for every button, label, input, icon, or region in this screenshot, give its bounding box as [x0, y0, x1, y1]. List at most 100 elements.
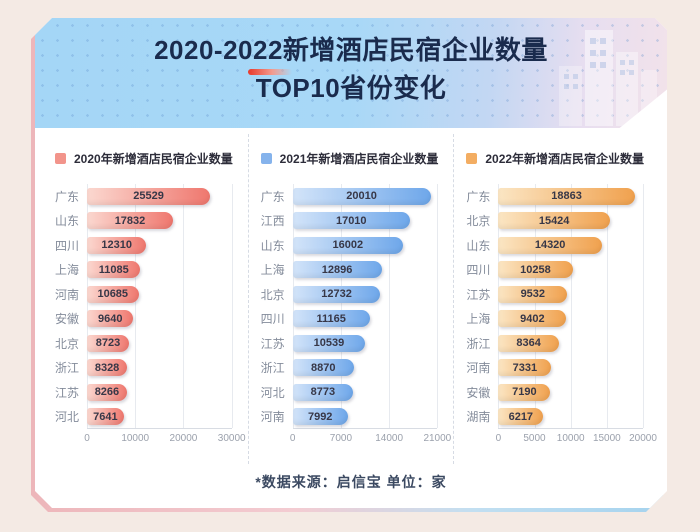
bar-value-label: 7992 [307, 410, 333, 423]
title-red-accent [248, 69, 292, 75]
grid-layer [292, 184, 439, 429]
bar-value-label: 10258 [520, 263, 551, 276]
gridline [606, 184, 608, 428]
bar-value-label: 15424 [538, 214, 570, 227]
bar-track: 10539 [292, 334, 438, 352]
bar-value-label: 12896 [321, 263, 353, 276]
rows: 广东 20010 江西 17010 山东 16002 上海 12896 北京 12732 四川 111… [261, 184, 446, 429]
bar-track: 9532 [498, 285, 643, 303]
title-line-1: 2020-2022新增酒店民宿企业数量 [154, 35, 548, 65]
bar-value-label: 18863 [551, 190, 582, 203]
bar-value-label: 20010 [346, 190, 377, 203]
bar-value-label: 25529 [133, 190, 164, 203]
bar-row: 山东 17832 [55, 209, 240, 234]
category-label: 广东 [260, 189, 285, 204]
bar-row: 广东 18863 [466, 184, 651, 209]
bar-row: 北京 8723 [55, 331, 240, 356]
category-label: 北京 [466, 214, 491, 229]
category-label: 河南 [55, 287, 80, 302]
bar-row: 浙江 8328 [55, 356, 240, 381]
bar-track: 10258 [498, 261, 643, 279]
category-label: 北京 [260, 287, 285, 302]
city-skyline-icon [559, 30, 657, 126]
x-tick-label: 30000 [217, 433, 246, 444]
x-tick-label: 5000 [523, 433, 546, 444]
bar-value-label: 10539 [313, 337, 345, 350]
bar-track: 6217 [498, 408, 643, 426]
bar: 8773 [292, 383, 354, 401]
infographic-card: 2020-2022新增酒店民宿企业数量 TOP10省份变化 2020年新增酒店民… [35, 18, 667, 508]
category-label: 河北 [260, 385, 285, 400]
gridline [498, 184, 500, 428]
bar-track: 10685 [87, 285, 232, 303]
x-tick-label: 14000 [375, 433, 404, 444]
bar-row: 广东 25529 [55, 184, 240, 209]
title-line-2: TOP10省份变化 [255, 73, 447, 103]
bar-value-label: 12732 [321, 288, 352, 301]
bar-value-label: 8266 [94, 386, 120, 399]
x-tick-label: 20000 [629, 433, 657, 444]
header-banner: 2020-2022新增酒店民宿企业数量 TOP10省份变化 [35, 18, 667, 128]
category-label: 四川 [260, 312, 285, 327]
bar-value-label: 6217 [508, 410, 534, 423]
chart-panel-2022: 2022年新增酒店民宿企业数量 广东 18863 北京 15424 山东 14320 四川 1… [453, 134, 659, 464]
bar-track: 15424 [498, 212, 643, 230]
bar: 14320 [498, 236, 602, 254]
bar-row: 河北 7641 [55, 405, 240, 430]
bar-value-label: 9402 [520, 312, 545, 325]
x-tick-label: 10000 [556, 433, 585, 444]
bar: 8870 [292, 359, 354, 377]
bar-row: 上海 12896 [261, 258, 446, 283]
bar-track: 8870 [292, 359, 438, 377]
gridline [183, 184, 185, 428]
bar-track: 20010 [292, 187, 438, 205]
category-label: 浙江 [55, 361, 80, 376]
bar: 18863 [498, 187, 635, 205]
x-tick-label: 0 [289, 433, 296, 444]
legend-2020: 2020年新增酒店民宿企业数量 [55, 150, 240, 167]
bar: 8364 [498, 334, 559, 352]
chart-panel-2020: 2020年新增酒店民宿企业数量 广东 25529 山东 17832 四川 12310 上海 1… [43, 134, 248, 464]
category-label: 江苏 [466, 287, 491, 302]
bar: 15424 [498, 212, 610, 230]
bar-row: 北京 12732 [261, 282, 446, 307]
chart-panel-2021: 2021年新增酒店民宿企业数量 广东 20010 江西 17010 山东 16002 上海 1… [247, 134, 454, 464]
bar: 7641 [87, 408, 124, 426]
axis-ticks: 0 5000 10000 15000 20000 [495, 433, 657, 451]
legend-label: 2020年新增酒店民宿企业数量 [74, 152, 233, 166]
bar-row: 湖南 6217 [466, 405, 651, 430]
x-tick-label: 0 [495, 433, 502, 444]
bar: 10685 [87, 285, 139, 303]
legend-label: 2022年新增酒店民宿企业数量 [485, 152, 645, 166]
gridline [87, 184, 88, 428]
bar: 8328 [87, 359, 128, 377]
bar-value-label: 12310 [101, 239, 132, 252]
bar-track: 9402 [498, 310, 643, 328]
bar: 8723 [87, 334, 130, 352]
bar: 17832 [87, 212, 173, 230]
bar-track: 12310 [87, 236, 232, 254]
bar-row: 江苏 8266 [55, 380, 240, 405]
gridline [231, 184, 233, 428]
category-label: 上海 [260, 263, 285, 278]
bar-row: 四川 10258 [466, 258, 651, 283]
gridline [643, 184, 645, 428]
bar: 9640 [87, 310, 134, 328]
bar-value-label: 7641 [93, 410, 118, 423]
bar-track: 12732 [292, 285, 438, 303]
bar-track: 8723 [87, 334, 232, 352]
bar: 8266 [87, 383, 127, 401]
bar-row: 河北 8773 [261, 380, 446, 405]
category-label: 浙江 [260, 361, 285, 376]
bar-row: 江苏 10539 [261, 331, 446, 356]
bar: 10539 [292, 334, 366, 352]
bar: 11085 [87, 261, 141, 279]
category-label: 山东 [466, 238, 491, 253]
category-label: 安徽 [55, 312, 80, 327]
bar: 7992 [292, 408, 348, 426]
category-label: 上海 [55, 263, 80, 278]
category-label: 安徽 [466, 385, 491, 400]
bar-row: 浙江 8870 [261, 356, 446, 381]
bar: 7190 [498, 383, 551, 401]
bar-row: 四川 11165 [261, 307, 446, 332]
